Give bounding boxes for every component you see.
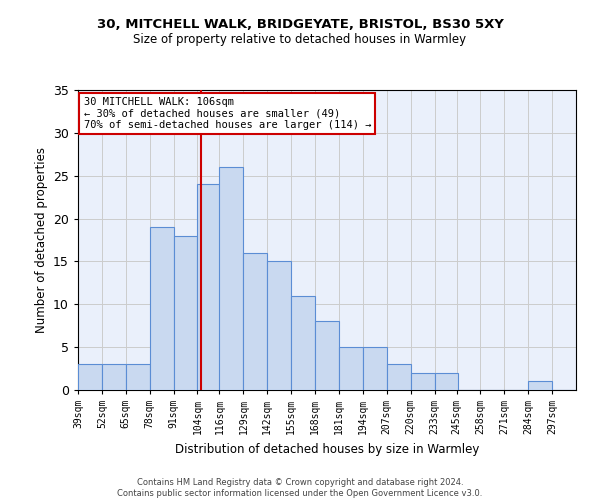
Bar	[528, 382, 552, 390]
Bar	[220, 167, 244, 390]
Bar	[291, 296, 315, 390]
Text: Contains HM Land Registry data © Crown copyright and database right 2024.
Contai: Contains HM Land Registry data © Crown c…	[118, 478, 482, 498]
Bar	[315, 322, 339, 390]
Bar	[267, 262, 291, 390]
Bar	[339, 347, 363, 390]
Bar	[410, 373, 434, 390]
Bar	[434, 373, 458, 390]
Y-axis label: Number of detached properties: Number of detached properties	[35, 147, 47, 333]
X-axis label: Distribution of detached houses by size in Warmley: Distribution of detached houses by size …	[175, 442, 479, 456]
Text: Size of property relative to detached houses in Warmley: Size of property relative to detached ho…	[133, 32, 467, 46]
Bar	[102, 364, 126, 390]
Text: 30 MITCHELL WALK: 106sqm
← 30% of detached houses are smaller (49)
70% of semi-d: 30 MITCHELL WALK: 106sqm ← 30% of detach…	[83, 97, 371, 130]
Bar	[244, 253, 267, 390]
Bar	[78, 364, 102, 390]
Bar	[173, 236, 197, 390]
Text: 30, MITCHELL WALK, BRIDGEYATE, BRISTOL, BS30 5XY: 30, MITCHELL WALK, BRIDGEYATE, BRISTOL, …	[97, 18, 503, 30]
Bar	[126, 364, 149, 390]
Bar	[149, 227, 173, 390]
Bar	[197, 184, 221, 390]
Bar	[387, 364, 410, 390]
Bar	[363, 347, 387, 390]
